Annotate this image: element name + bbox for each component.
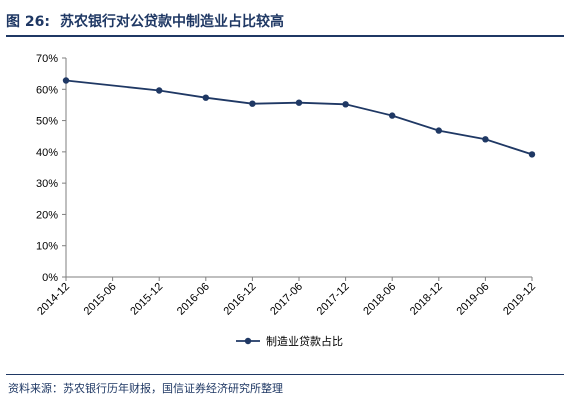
title-divider [6, 35, 564, 37]
figure-title-bar: 图 26: 苏农银行对公贷款中制造业占比较高 [6, 8, 564, 34]
data-point [342, 101, 349, 108]
source-divider [6, 374, 564, 375]
legend-label: 制造业贷款占比 [266, 334, 343, 348]
x-tick-label: 2014-12 [35, 281, 72, 318]
y-tick-label: 40% [36, 147, 58, 159]
y-tick-label: 0% [42, 272, 58, 284]
y-tick-label: 70% [36, 53, 58, 65]
y-tick-label: 50% [36, 116, 58, 128]
x-tick-label: 2019-12 [501, 281, 538, 318]
series-line [65, 79, 533, 156]
x-tick-label: 2017-06 [268, 281, 305, 318]
x-axis-ticks: 2014-12 2015-06 2015-12 2016-06 2016-12 2017-… [35, 277, 538, 318]
data-point [482, 136, 489, 143]
chart-legend: 制造业贷款占比 [236, 334, 343, 348]
data-point [156, 87, 163, 94]
chart-axes [65, 58, 532, 278]
figure-number: 图 26: [6, 14, 50, 30]
legend-marker [244, 337, 252, 345]
data-point [62, 77, 70, 84]
x-tick-label: 2018-06 [361, 281, 398, 318]
data-point [295, 99, 303, 106]
x-tick-label: 2016-12 [221, 281, 258, 318]
x-tick-label: 2015-06 [82, 281, 119, 318]
data-point [389, 112, 396, 119]
line-chart: 0%10%20%30%40%50%60%70% 2014-12 2015-06 20… [35, 53, 538, 348]
data-point [528, 151, 536, 158]
y-tick-label: 60% [36, 84, 58, 96]
chart-series [62, 77, 536, 158]
x-tick-label: 2016-06 [175, 281, 212, 318]
figure-title: 苏农银行对公贷款中制造业占比较高 [59, 14, 284, 30]
x-tick-label: 2017-12 [315, 281, 352, 318]
data-point [435, 127, 442, 134]
source-note: 资料来源：苏农银行历年财报，国信证券经济研究所整理 [8, 382, 283, 395]
y-tick-label: 30% [36, 178, 58, 190]
x-tick-label: 2015-12 [128, 281, 165, 318]
data-point [202, 94, 209, 101]
y-tick-label: 20% [36, 209, 58, 221]
x-tick-label: 2019-06 [454, 281, 491, 318]
data-point [249, 100, 256, 107]
y-tick-label: 10% [36, 241, 58, 253]
y-axis-ticks: 0% 10% 20% 30% 40% 50% 60% 70% [36, 53, 66, 284]
x-tick-label: 2018-12 [408, 281, 445, 318]
